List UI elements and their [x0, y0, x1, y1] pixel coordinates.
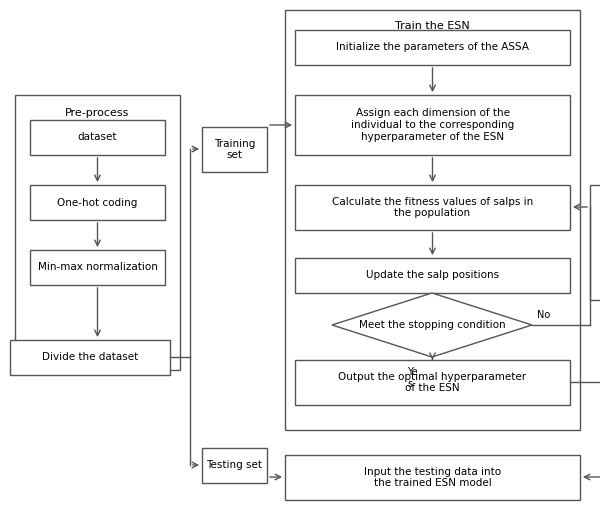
Text: Assign each dimension of the
individual to the corresponding
hyperparameter of t: Assign each dimension of the individual …	[351, 108, 514, 142]
Bar	[295, 185, 570, 230]
Text: One-hot coding: One-hot coding	[58, 198, 137, 207]
Bar	[295, 95, 570, 155]
Polygon shape	[332, 293, 532, 357]
Bar	[590, 185, 600, 300]
Text: Ye
s: Ye s	[407, 367, 418, 389]
Bar	[202, 448, 267, 483]
Text: Train the ESN: Train the ESN	[395, 21, 470, 31]
Bar	[295, 360, 570, 405]
Text: Input the testing data into
the trained ESN model: Input the testing data into the trained …	[364, 467, 501, 488]
Text: Training
set: Training set	[214, 139, 255, 160]
Text: Pre-process: Pre-process	[65, 108, 130, 118]
Bar	[30, 250, 165, 285]
Text: Output the optimal hyperparameter
of the ESN: Output the optimal hyperparameter of the…	[338, 372, 527, 393]
Text: Min-max normalization: Min-max normalization	[38, 263, 157, 272]
Bar	[285, 10, 580, 430]
Bar	[295, 258, 570, 293]
Bar	[10, 340, 170, 375]
Bar	[15, 95, 180, 370]
Text: Divide the dataset: Divide the dataset	[42, 352, 138, 363]
Bar	[30, 185, 165, 220]
Text: dataset: dataset	[78, 132, 117, 143]
Text: Calculate the fitness values of salps in
the population: Calculate the fitness values of salps in…	[332, 196, 533, 219]
Text: Initialize the parameters of the ASSA: Initialize the parameters of the ASSA	[336, 43, 529, 52]
Bar	[202, 127, 267, 172]
Text: No: No	[537, 310, 550, 320]
Bar	[295, 30, 570, 65]
Text: Testing set: Testing set	[206, 461, 263, 470]
Bar	[285, 455, 580, 500]
Text: Update the salp positions: Update the salp positions	[366, 270, 499, 281]
Bar	[30, 120, 165, 155]
Text: Meet the stopping condition: Meet the stopping condition	[359, 320, 505, 330]
